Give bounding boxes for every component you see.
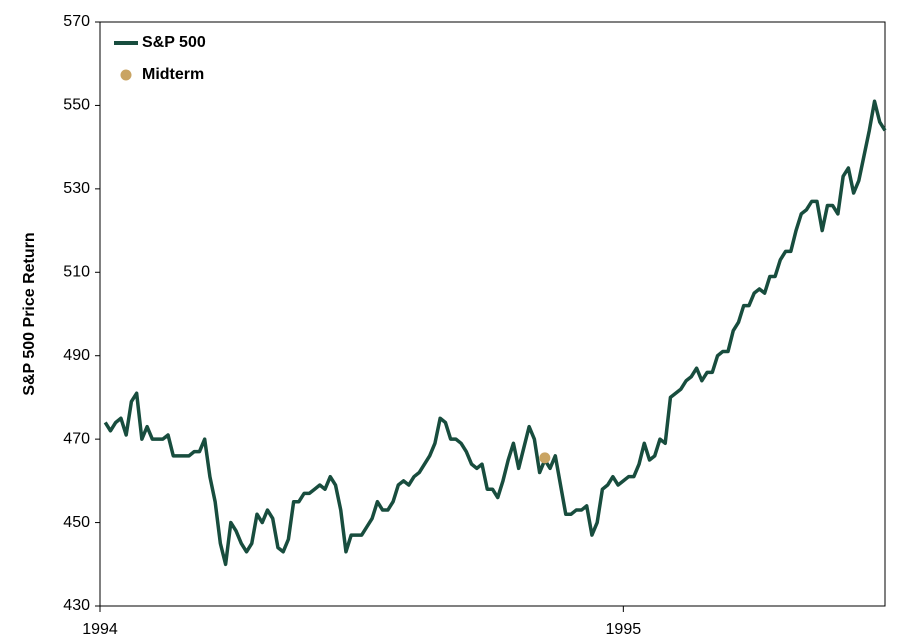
legend-label: Midterm xyxy=(142,66,204,83)
y-tick-label: 430 xyxy=(63,597,90,614)
y-tick-label: 550 xyxy=(63,97,90,114)
plot-frame xyxy=(99,21,886,607)
legend-swatch xyxy=(120,69,132,81)
x-tick-label: 1994 xyxy=(82,621,118,638)
y-tick-label: 570 xyxy=(63,13,90,30)
y-tick-label: 530 xyxy=(63,180,90,197)
y-tick-label: 510 xyxy=(63,264,90,281)
x-tick-label: 1995 xyxy=(606,621,642,638)
line-series xyxy=(103,99,887,567)
y-axis-label: S&P 500 Price Return xyxy=(21,232,38,395)
legend-label: S&P 500 xyxy=(142,34,206,51)
point xyxy=(539,452,551,464)
y-tick-label: 470 xyxy=(63,430,90,447)
y-tick-label: 490 xyxy=(63,347,90,364)
y-tick-label: 450 xyxy=(63,514,90,531)
